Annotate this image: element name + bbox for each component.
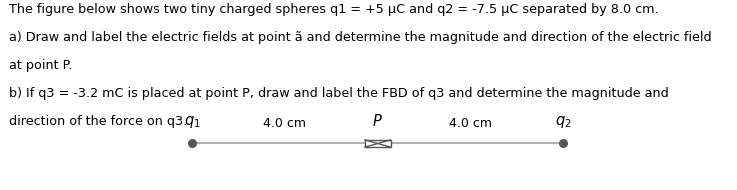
Bar	[365, 140, 391, 147]
Text: b) If q3 = -3.2 mC is placed at point P, draw and label the FBD of q3 and determ: b) If q3 = -3.2 mC is placed at point P,…	[9, 87, 668, 100]
Text: direction of the force on q3.: direction of the force on q3.	[9, 115, 187, 128]
Text: The figure below shows two tiny charged spheres q1 = +5 μC and q2 = -7.5 μC sepa: The figure below shows two tiny charged …	[9, 3, 658, 16]
Text: $q_1$: $q_1$	[184, 114, 200, 130]
Text: $q_2$: $q_2$	[555, 114, 572, 130]
Text: at point P.: at point P.	[9, 59, 72, 72]
Text: $P$: $P$	[372, 113, 383, 129]
Text: a) Draw and label the electric fields at point ã and determine the magnitude and: a) Draw and label the electric fields at…	[9, 31, 711, 44]
Text: 4.0 cm: 4.0 cm	[263, 117, 307, 130]
Text: 4.0 cm: 4.0 cm	[449, 117, 492, 130]
